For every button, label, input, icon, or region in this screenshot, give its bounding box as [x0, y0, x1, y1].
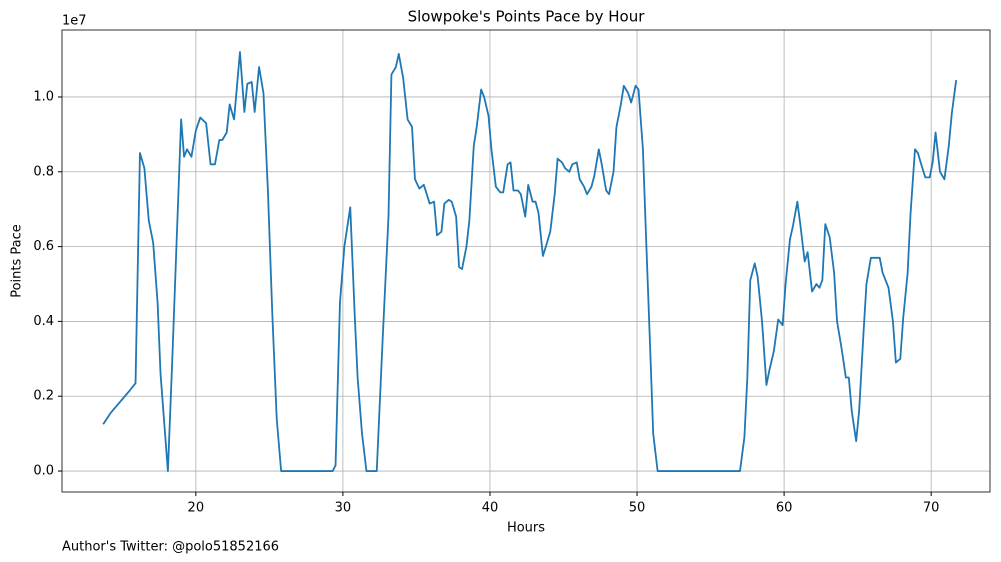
y-tick-label: 0.2 [33, 389, 54, 404]
x-tick-label: 30 [335, 501, 352, 516]
x-axis-label: Hours [507, 521, 545, 536]
x-tick-label: 40 [482, 501, 499, 516]
y-tick-label: 0.6 [33, 239, 54, 254]
footnote: Author's Twitter: @polo51852166 [62, 540, 279, 555]
y-tick-label: 1.0 [33, 89, 54, 104]
y-axis-label: Points Pace [10, 224, 25, 298]
plot-frame [61, 29, 991, 493]
y-tick-label: 0.0 [33, 464, 54, 479]
data-line [102, 51, 958, 472]
x-tick-label: 20 [188, 501, 205, 516]
y-offset-label: 1e7 [62, 14, 87, 29]
y-tick-label: 0.8 [33, 164, 54, 179]
x-tick-label: 50 [629, 501, 646, 516]
y-tick-label: 0.4 [33, 314, 54, 329]
x-tick-label: 70 [923, 501, 940, 516]
x-tick-label: 60 [776, 501, 793, 516]
chart-title: Slowpoke's Points Pace by Hour [408, 8, 646, 26]
